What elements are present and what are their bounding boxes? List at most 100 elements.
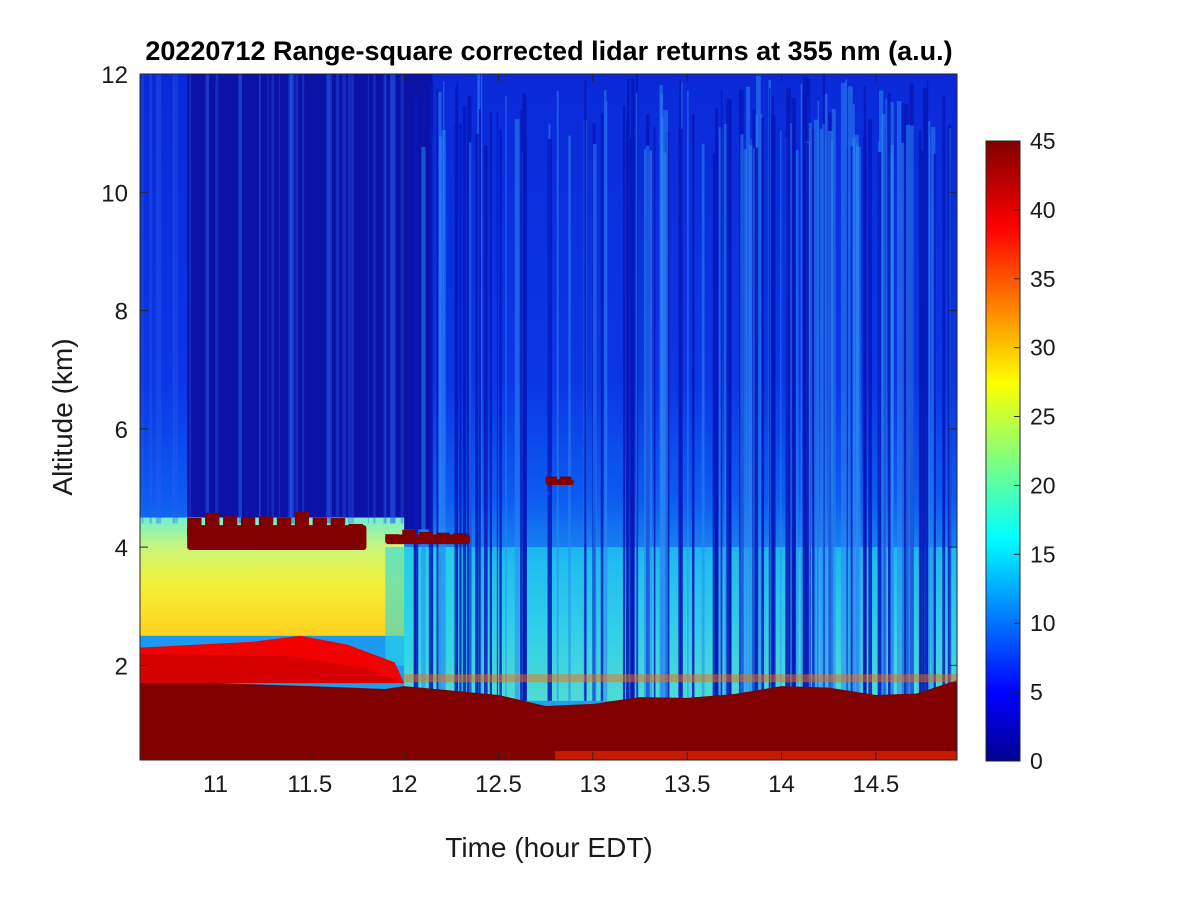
signal-streak: [649, 150, 653, 701]
signal-streak: [890, 102, 894, 701]
signal-streak: [947, 125, 950, 701]
signal-streak: [392, 74, 396, 524]
signal-streak: [600, 113, 604, 701]
signal-streak: [454, 123, 456, 701]
signal-streak: [831, 108, 836, 701]
signal-streak: [804, 142, 810, 701]
signal-streak: [326, 74, 330, 524]
signal-streak: [158, 74, 162, 524]
signal-streak: [175, 74, 178, 524]
signal-streak: [791, 97, 796, 701]
signal-streak: [459, 123, 462, 701]
signal-streak: [350, 74, 355, 524]
signal-streak: [462, 106, 467, 701]
signal-streak: [877, 152, 882, 701]
colorbar-tick-label: 15: [1030, 541, 1056, 567]
x-tick-label: 11.5: [287, 771, 332, 798]
signal-streak: [753, 147, 759, 701]
signal-streak: [771, 95, 774, 701]
signal-streak: [868, 119, 873, 701]
cloud-fragment: [258, 516, 274, 536]
x-tick-label: 11: [203, 771, 228, 798]
signal-streak: [724, 124, 729, 701]
y-tick-label: 10: [101, 180, 128, 207]
y-tick-label: 8: [115, 299, 128, 326]
signal-streak: [800, 84, 803, 701]
signal-streak: [743, 149, 747, 701]
signal-streak: [740, 134, 744, 701]
cloud-fragment: [330, 518, 345, 538]
plot-frame: [139, 73, 958, 761]
colorbar-tick-label: 10: [1030, 610, 1056, 636]
signal-streak: [290, 74, 295, 524]
signal-streak: [384, 74, 387, 524]
colorbar-tick-label: 5: [1030, 679, 1043, 705]
signal-streak: [942, 96, 946, 701]
cloud-layer: [385, 529, 471, 545]
signal-streak: [824, 93, 828, 701]
signal-streak: [288, 74, 292, 524]
clear-air-region: [187, 74, 433, 530]
signal-streak: [455, 86, 459, 701]
cloud-fragment: [312, 517, 327, 537]
x-tick-label: 14: [768, 771, 795, 798]
signal-streak: [206, 74, 209, 524]
colorbar-tick-label: 30: [1030, 335, 1056, 361]
signal-streak: [156, 74, 159, 524]
colorbar-tick-label: 0: [1030, 748, 1043, 774]
signal-streak: [819, 128, 823, 701]
cloud-layer: [187, 511, 367, 551]
signal-streak: [756, 75, 761, 701]
signal-streak: [373, 74, 376, 524]
signal-streak: [258, 74, 261, 524]
y-tick-label: 4: [115, 535, 128, 562]
signal-streak: [888, 92, 891, 701]
signal-streak: [173, 74, 175, 524]
signal-streak: [367, 74, 369, 524]
signal-streak: [712, 153, 716, 701]
cloud-fragment: [294, 511, 310, 532]
signal-streak: [840, 82, 846, 701]
signal-streak: [726, 98, 732, 701]
signal-streak: [605, 101, 608, 701]
signal-streak: [923, 88, 927, 701]
signal-streak: [644, 148, 647, 701]
signal-streak: [910, 125, 914, 701]
signal-streak: [645, 145, 650, 701]
colorbar-tick-label: 45: [1030, 128, 1056, 154]
signal-streak: [663, 109, 669, 701]
signal-streak: [931, 126, 936, 701]
signal-streak: [831, 138, 833, 701]
signal-streak: [347, 74, 351, 524]
signal-streak: [881, 113, 886, 701]
signal-streak: [701, 143, 705, 701]
cloud-fragment: [419, 531, 433, 540]
signal-streak: [768, 87, 771, 701]
heatmap-image: [140, 74, 957, 760]
y-tick-label: 2: [115, 653, 128, 680]
signal-streak: [141, 74, 144, 524]
signal-streak: [259, 74, 261, 524]
signal-streak: [933, 153, 936, 701]
cloud-fragment: [436, 532, 450, 541]
boundary-layer: [140, 680, 957, 760]
signal-streak: [278, 74, 280, 524]
x-tick-label: 12.5: [475, 771, 522, 798]
signal-streak: [326, 74, 331, 524]
boundary-layer-top-edge: [404, 674, 957, 683]
signal-streak: [271, 74, 274, 524]
signal-streak: [761, 117, 765, 701]
signal-streak: [760, 113, 763, 701]
signal-streak: [718, 127, 723, 701]
signal-streak: [149, 74, 152, 524]
cloud-fragment: [559, 476, 572, 481]
signal-streak: [720, 90, 723, 701]
signal-streak: [413, 97, 419, 701]
signal-streak: [827, 130, 833, 701]
signal-streak: [289, 74, 294, 524]
signal-streak: [746, 86, 750, 701]
signal-streak: [794, 150, 799, 701]
colorbar-scale: [985, 140, 1021, 762]
y-tick-label: 6: [115, 417, 128, 444]
